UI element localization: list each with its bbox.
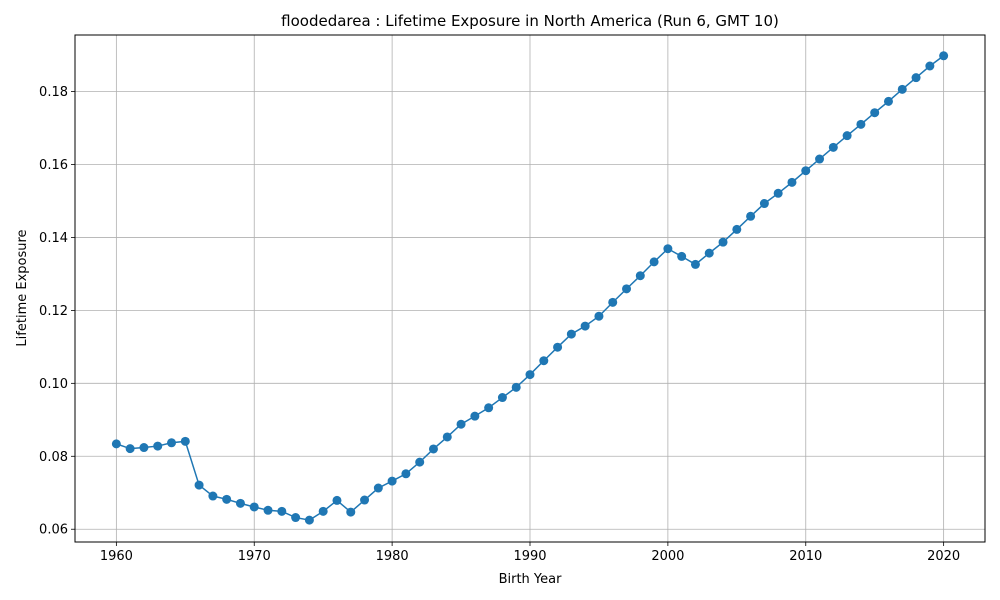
data-point (801, 166, 811, 176)
y-axis-label: Lifetime Exposure (15, 229, 30, 346)
data-point (704, 248, 714, 258)
data-point (208, 491, 218, 501)
y-tick-label: 0.18 (39, 85, 68, 100)
data-point (194, 480, 204, 490)
data-point (911, 73, 921, 83)
data-series (111, 51, 949, 525)
data-point (235, 498, 245, 508)
data-point (222, 494, 232, 504)
data-point (332, 495, 342, 505)
data-point (566, 329, 576, 339)
data-point (746, 211, 756, 221)
data-point (677, 251, 687, 261)
data-point (263, 505, 273, 515)
data-point (815, 154, 825, 164)
data-point (360, 495, 370, 505)
data-point (925, 61, 935, 71)
x-tick-label: 1980 (376, 549, 409, 564)
data-point (525, 370, 535, 380)
y-tick-label: 0.14 (39, 231, 68, 246)
data-point (842, 131, 852, 141)
data-point (939, 51, 949, 61)
data-point (539, 356, 549, 366)
data-point (580, 321, 590, 331)
chart-title: floodedarea : Lifetime Exposure in North… (281, 12, 779, 30)
y-axis: 0.06 0.08 0.10 0.12 0.14 0.16 0.18 (39, 85, 75, 538)
data-point (663, 244, 673, 254)
data-point (870, 108, 880, 118)
data-point (442, 432, 452, 442)
data-point (718, 237, 728, 247)
data-point (497, 393, 507, 403)
y-tick-label: 0.06 (39, 523, 68, 538)
data-point (856, 119, 866, 129)
data-point (635, 271, 645, 281)
x-tick-label: 1960 (100, 549, 133, 564)
x-tick-label: 2000 (651, 549, 684, 564)
data-point (470, 411, 480, 421)
x-tick-label: 2010 (789, 549, 822, 564)
data-point (304, 515, 314, 525)
data-point (456, 419, 466, 429)
data-point (387, 476, 397, 486)
data-point (773, 188, 783, 198)
data-point (318, 506, 328, 516)
y-tick-label: 0.16 (39, 158, 68, 173)
data-point (787, 177, 797, 187)
data-point (346, 507, 356, 517)
data-point (428, 444, 438, 454)
data-point (649, 257, 659, 267)
data-point (167, 438, 177, 448)
x-tick-label: 1970 (238, 549, 271, 564)
data-point (883, 96, 893, 106)
data-point (415, 457, 425, 467)
data-point (622, 284, 632, 294)
x-tick-label: 1990 (513, 549, 546, 564)
data-point (277, 506, 287, 516)
data-point (291, 513, 301, 523)
data-point (897, 84, 907, 94)
data-point (732, 224, 742, 234)
data-point (249, 502, 259, 512)
y-tick-label: 0.12 (39, 304, 68, 319)
data-point (828, 142, 838, 152)
y-tick-label: 0.10 (39, 377, 68, 392)
data-point (153, 441, 163, 451)
data-point (690, 259, 700, 269)
y-tick-label: 0.08 (39, 450, 68, 465)
data-point (608, 297, 618, 307)
x-tick-label: 2020 (927, 549, 960, 564)
data-point (511, 382, 521, 392)
data-point (401, 469, 411, 479)
data-point (111, 439, 121, 449)
data-point (139, 443, 149, 453)
data-point (594, 311, 604, 321)
data-point (759, 199, 769, 209)
x-axis: 1960 1970 1980 1990 2000 2010 2020 (100, 542, 960, 564)
data-point (125, 444, 135, 454)
data-point (180, 436, 190, 446)
data-point (373, 483, 383, 493)
data-point (484, 403, 494, 413)
x-axis-label: Birth Year (499, 572, 563, 587)
grid-lines (75, 35, 985, 542)
data-point (553, 342, 563, 352)
